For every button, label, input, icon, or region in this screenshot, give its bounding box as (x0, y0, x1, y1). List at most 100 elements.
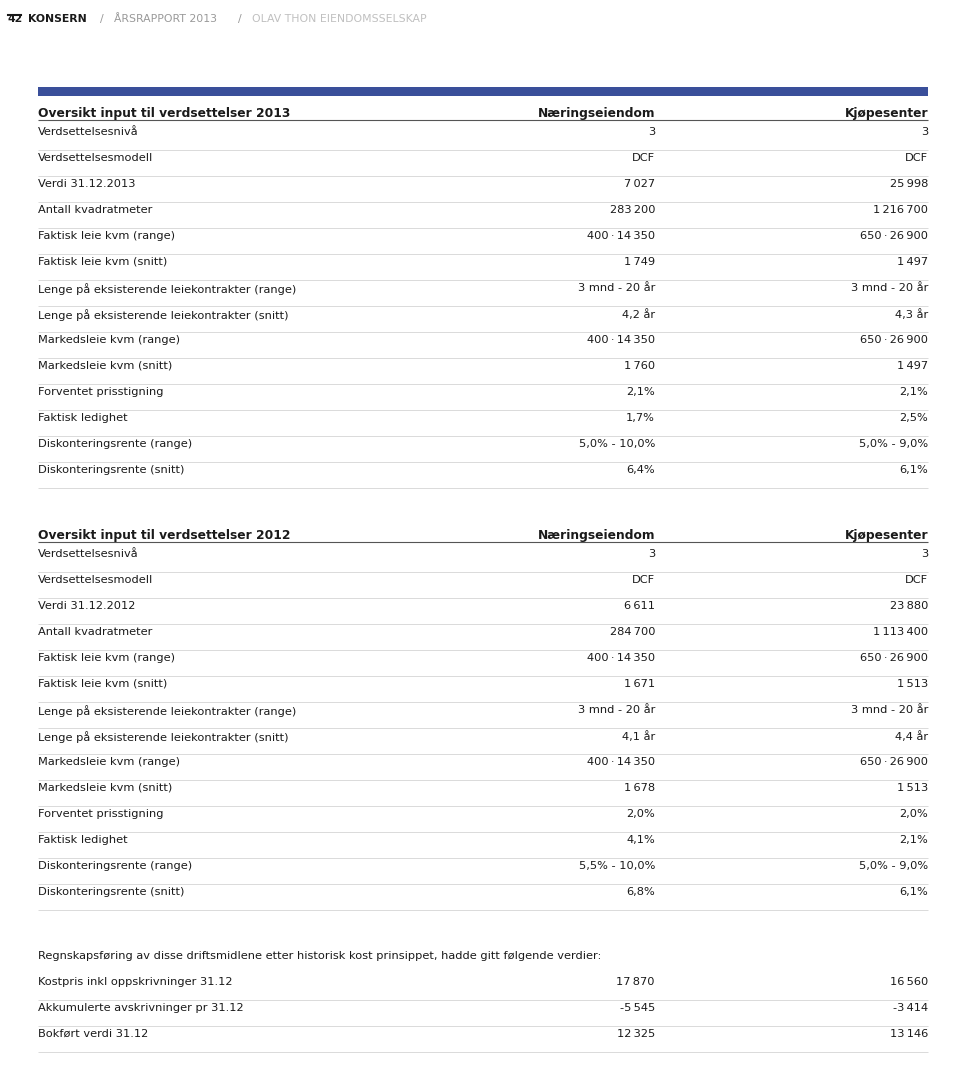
Text: Markedsleie kvm (snitt): Markedsleie kvm (snitt) (38, 362, 172, 371)
Text: 2,1%: 2,1% (900, 835, 928, 845)
Text: -5 545: -5 545 (620, 1003, 655, 1013)
Text: 2,1%: 2,1% (900, 387, 928, 397)
Text: 7 027: 7 027 (624, 179, 655, 189)
Text: 3 mnd - 20 år: 3 mnd - 20 år (578, 283, 655, 293)
Text: Oversikt input til verdsettelser 2013: Oversikt input til verdsettelser 2013 (38, 107, 290, 121)
Text: Verdi 31.12.2012: Verdi 31.12.2012 (38, 601, 135, 611)
Text: Næringseiendom: Næringseiendom (538, 529, 655, 542)
Text: 1 513: 1 513 (897, 679, 928, 689)
Text: 1 678: 1 678 (624, 783, 655, 793)
Text: 4,3 år: 4,3 år (895, 309, 928, 320)
Text: 3 mnd - 20 år: 3 mnd - 20 år (578, 705, 655, 714)
Text: -3 414: -3 414 (893, 1003, 928, 1013)
Text: Faktisk leie kvm (range): Faktisk leie kvm (range) (38, 231, 175, 241)
Text: 5,0% - 10,0%: 5,0% - 10,0% (579, 439, 655, 449)
Text: Antall kvadratmeter: Antall kvadratmeter (38, 206, 153, 215)
Text: 5,0% - 9,0%: 5,0% - 9,0% (859, 861, 928, 870)
Text: Verdsettelsesnivå: Verdsettelsesnivå (38, 127, 138, 137)
Text: 400 · 14 350: 400 · 14 350 (587, 335, 655, 345)
Text: Lenge på eksisterende leiekontrakter (snitt): Lenge på eksisterende leiekontrakter (sn… (38, 309, 289, 321)
Text: 2,5%: 2,5% (900, 413, 928, 423)
Text: Diskonteringsrente (snitt): Diskonteringsrente (snitt) (38, 465, 184, 475)
Text: 23 880: 23 880 (890, 601, 928, 611)
Text: 1 497: 1 497 (897, 362, 928, 371)
Text: 6,8%: 6,8% (626, 887, 655, 897)
Text: ÅRSRAPPORT 2013: ÅRSRAPPORT 2013 (114, 14, 217, 24)
Text: /: / (100, 14, 104, 24)
Text: 3: 3 (921, 127, 928, 137)
Text: 650 · 26 900: 650 · 26 900 (860, 653, 928, 663)
Text: 4,1%: 4,1% (626, 835, 655, 845)
Text: 284 700: 284 700 (610, 627, 655, 637)
Text: Regnskapsføring av disse driftsmidlene etter historisk kost prinsippet, hadde gi: Regnskapsføring av disse driftsmidlene e… (38, 951, 601, 961)
Text: 1 113 400: 1 113 400 (873, 627, 928, 637)
Text: Faktisk leie kvm (snitt): Faktisk leie kvm (snitt) (38, 257, 167, 267)
Text: Lenge på eksisterende leiekontrakter (range): Lenge på eksisterende leiekontrakter (ra… (38, 283, 297, 295)
Text: 400 · 14 350: 400 · 14 350 (587, 758, 655, 767)
Text: 650 · 26 900: 650 · 26 900 (860, 758, 928, 767)
Text: 2,0%: 2,0% (900, 809, 928, 819)
Text: 2,0%: 2,0% (626, 809, 655, 819)
Text: 25 998: 25 998 (890, 179, 928, 189)
Bar (38, 87, 928, 96)
Text: Antall kvadratmeter: Antall kvadratmeter (38, 627, 153, 637)
Text: 16 560: 16 560 (890, 977, 928, 987)
Text: Forventet prisstigning: Forventet prisstigning (38, 387, 163, 397)
Text: 650 · 26 900: 650 · 26 900 (860, 231, 928, 241)
Text: 1 513: 1 513 (897, 783, 928, 793)
Text: 3: 3 (648, 549, 655, 560)
Text: Forventet prisstigning: Forventet prisstigning (38, 809, 163, 819)
Text: 13 146: 13 146 (890, 1029, 928, 1039)
Text: 5,0% - 9,0%: 5,0% - 9,0% (859, 439, 928, 449)
Text: 4,1 år: 4,1 år (622, 731, 655, 742)
Text: 2,1%: 2,1% (626, 387, 655, 397)
Text: 6,1%: 6,1% (900, 465, 928, 475)
Text: Diskonteringsrente (snitt): Diskonteringsrente (snitt) (38, 887, 184, 897)
Text: 6 611: 6 611 (624, 601, 655, 611)
Text: Markedsleie kvm (snitt): Markedsleie kvm (snitt) (38, 783, 172, 793)
Text: 3: 3 (648, 127, 655, 137)
Text: Kjøpesenter: Kjøpesenter (845, 529, 928, 542)
Text: 400 · 14 350: 400 · 14 350 (587, 653, 655, 663)
Text: Næringseiendom: Næringseiendom (538, 107, 655, 121)
Text: Lenge på eksisterende leiekontrakter (range): Lenge på eksisterende leiekontrakter (ra… (38, 705, 297, 717)
Text: KONSERN: KONSERN (28, 14, 86, 24)
Text: 4,4 år: 4,4 år (895, 731, 928, 742)
Text: 1 760: 1 760 (624, 362, 655, 371)
Text: Markedsleie kvm (range): Markedsleie kvm (range) (38, 335, 180, 345)
Text: DCF: DCF (905, 575, 928, 585)
Text: DCF: DCF (905, 153, 928, 162)
Text: 17 870: 17 870 (616, 977, 655, 987)
Text: OLAV THON EIENDOMSSELSKAP: OLAV THON EIENDOMSSELSKAP (252, 14, 426, 24)
Text: 3 mnd - 20 år: 3 mnd - 20 år (851, 705, 928, 714)
Text: Oversikt input til verdsettelser 2012: Oversikt input til verdsettelser 2012 (38, 529, 291, 542)
Text: Faktisk leie kvm (snitt): Faktisk leie kvm (snitt) (38, 679, 167, 689)
Text: 400 · 14 350: 400 · 14 350 (587, 231, 655, 241)
Text: 42: 42 (8, 14, 23, 24)
Text: 1 749: 1 749 (624, 257, 655, 267)
Text: Akkumulerte avskrivninger pr 31.12: Akkumulerte avskrivninger pr 31.12 (38, 1003, 244, 1013)
Text: Kostpris inkl oppskrivninger 31.12: Kostpris inkl oppskrivninger 31.12 (38, 977, 232, 987)
Text: 5,5% - 10,0%: 5,5% - 10,0% (579, 861, 655, 870)
Text: Markedsleie kvm (range): Markedsleie kvm (range) (38, 758, 180, 767)
Text: Faktisk leie kvm (range): Faktisk leie kvm (range) (38, 653, 175, 663)
Text: Verdi 31.12.2013: Verdi 31.12.2013 (38, 179, 135, 189)
Text: Bokført verdi 31.12: Bokført verdi 31.12 (38, 1029, 148, 1039)
Text: Faktisk ledighet: Faktisk ledighet (38, 835, 128, 845)
Text: 3: 3 (921, 549, 928, 560)
Text: Verdsettelsesnivå: Verdsettelsesnivå (38, 549, 138, 560)
Text: 1 216 700: 1 216 700 (873, 206, 928, 215)
Text: DCF: DCF (632, 575, 655, 585)
Text: 1,7%: 1,7% (626, 413, 655, 423)
Text: 6,1%: 6,1% (900, 887, 928, 897)
Text: /: / (238, 14, 242, 24)
Text: 650 · 26 900: 650 · 26 900 (860, 335, 928, 345)
Text: 3 mnd - 20 år: 3 mnd - 20 år (851, 283, 928, 293)
Text: Faktisk ledighet: Faktisk ledighet (38, 413, 128, 423)
Text: Diskonteringsrente (range): Diskonteringsrente (range) (38, 861, 192, 870)
Text: 4,2 år: 4,2 år (622, 309, 655, 320)
Text: Kjøpesenter: Kjøpesenter (845, 107, 928, 121)
Text: 1 497: 1 497 (897, 257, 928, 267)
Text: 12 325: 12 325 (616, 1029, 655, 1039)
Text: DCF: DCF (632, 153, 655, 162)
